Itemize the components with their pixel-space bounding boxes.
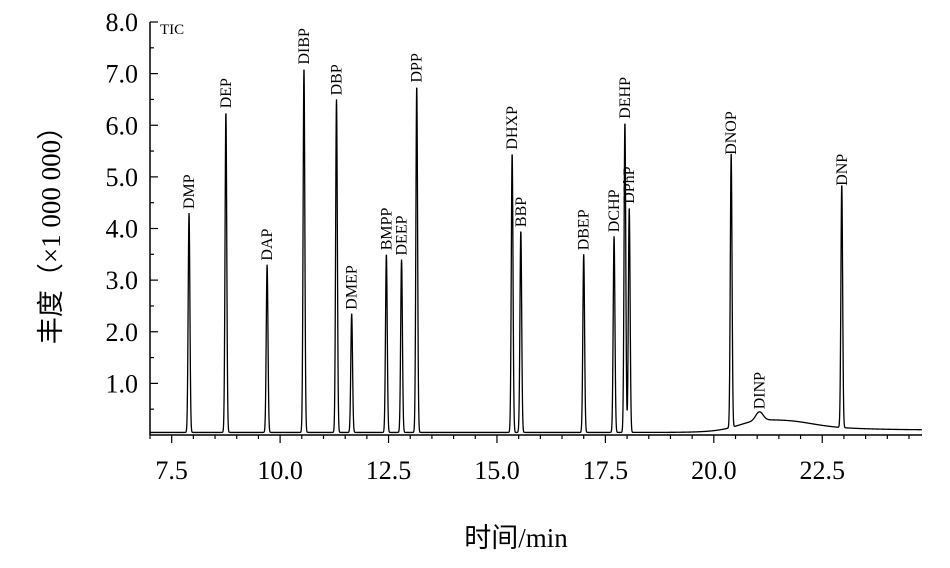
peak-label: DINP — [751, 372, 768, 409]
tic-trace — [150, 69, 922, 434]
y-axis-label: 丰度（×1 000 000） — [36, 113, 66, 344]
x-tick-label: 15.0 — [474, 456, 520, 485]
y-tick-label: 2.0 — [106, 318, 139, 347]
peak-label: DIBP — [296, 28, 313, 65]
peak-label: DEHP — [617, 77, 634, 119]
tick-labels: 7.5 10.0 12.5 15.0 17.5 20.0 22.5 1.0 2.0 3.0 4.0 5… — [106, 8, 845, 485]
y-tick-label: 4.0 — [106, 215, 139, 244]
x-tick-label: 17.5 — [583, 456, 629, 485]
peak-label: DBEP — [576, 209, 593, 250]
peak-label: DPhP — [621, 166, 638, 203]
peak-label: DEP — [218, 78, 235, 108]
x-tick-label: 12.5 — [366, 456, 412, 485]
x-tick-label: 10.0 — [257, 456, 303, 485]
y-tick-label: 3.0 — [106, 266, 139, 295]
peak-label: DNP — [834, 154, 851, 186]
y-tick-label: 7.0 — [106, 60, 139, 89]
trace-layer — [150, 69, 922, 434]
tick-marks — [149, 21, 910, 443]
y-tick-label: 8.0 — [106, 8, 139, 37]
peak-label: DAP — [259, 228, 276, 260]
peak-label: DMEP — [344, 265, 361, 310]
y-tick-label: 6.0 — [106, 111, 139, 140]
x-tick-label: 7.5 — [155, 456, 188, 485]
peak-label: BMPP — [378, 208, 395, 251]
peak-label: DMP — [181, 174, 198, 209]
peak-label: DNOP — [723, 111, 740, 155]
tic-annotation: TIC — [160, 22, 184, 38]
peak-label: DHXP — [504, 106, 521, 150]
peak-label: DPP — [409, 53, 426, 82]
x-axis-label: 时间/min — [464, 523, 568, 553]
x-tick-label: 22.5 — [799, 456, 845, 485]
x-tick-label: 20.0 — [691, 456, 737, 485]
peak-label: DEEP — [394, 215, 411, 255]
peak-label: DCHP — [606, 189, 623, 232]
peak-label: DBP — [329, 64, 346, 95]
y-tick-label: 1.0 — [106, 369, 139, 398]
y-tick-label: 5.0 — [106, 163, 139, 192]
peak-label: BBP — [513, 197, 530, 227]
